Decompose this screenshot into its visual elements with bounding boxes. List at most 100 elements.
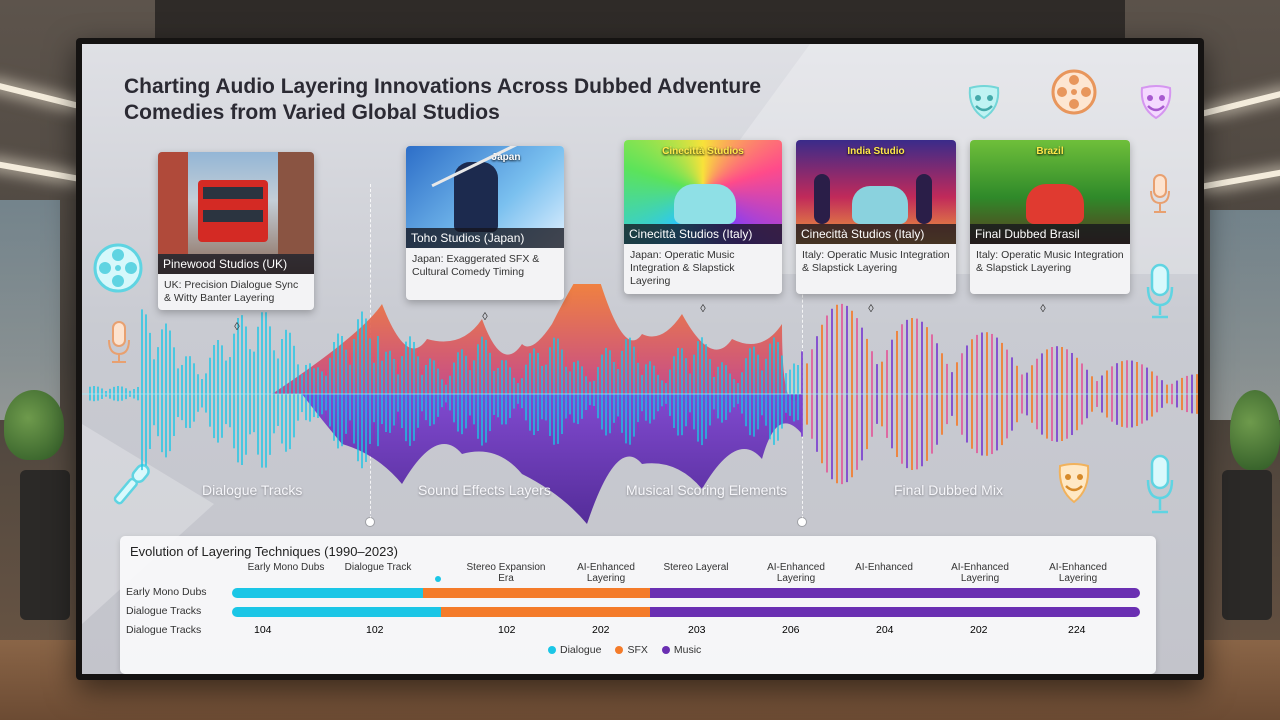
timeline-value: 206 <box>782 624 800 636</box>
card-image-caption: Japan <box>491 152 521 163</box>
timeline-marker-dot <box>435 576 441 582</box>
bar-segment-music <box>649 607 1140 617</box>
pin-icon: ◊ <box>868 303 874 315</box>
infographic: Charting Audio Layering Innovations Acro… <box>82 44 1198 674</box>
comedy-mask-icon <box>1134 80 1178 124</box>
office-chair <box>20 470 70 620</box>
samurai-figure <box>454 162 498 232</box>
studio-card-india: India Studio Cinecittà Studios (Italy) I… <box>796 140 956 294</box>
bar-segment-dialogue <box>232 588 423 598</box>
microphone-icon <box>1142 452 1178 518</box>
film-reel-icon <box>1048 66 1100 118</box>
comedy-mask-icon <box>1052 458 1096 508</box>
row-label: Dialogue Tracks <box>126 624 202 636</box>
timeline-stage: AI-Enhanced Layering <box>577 562 635 584</box>
bar-segment-sfx <box>422 588 650 598</box>
section-label-dialogue: Dialogue Tracks <box>202 482 303 498</box>
card-description: Italy: Operatic Music Integration & Slap… <box>976 249 1124 274</box>
timeline-value: 204 <box>876 624 894 636</box>
timeline-panel: Evolution of Layering Techniques (1990–2… <box>120 536 1156 674</box>
legend-item-music: Music <box>661 644 702 656</box>
timeline-title: Evolution of Layering Techniques (1990–2… <box>130 544 398 559</box>
dancer <box>814 174 830 224</box>
plant <box>4 390 64 460</box>
pin-icon: ◊ <box>1040 303 1046 315</box>
card-image-caption: Brazil <box>1036 146 1064 157</box>
right-window <box>1210 210 1280 420</box>
card-studio-name: Cinecittà Studios (Italy) <box>624 224 782 244</box>
timeline-value: 102 <box>366 624 384 636</box>
legend-swatch <box>548 646 556 654</box>
timeline-value: 224 <box>1068 624 1086 636</box>
building <box>158 152 188 254</box>
card-studio-name: Pinewood Studios (UK) <box>158 254 314 274</box>
handheld-microphone-icon <box>104 458 158 512</box>
timeline-bar <box>232 607 1140 617</box>
card-image-caption: Cinecittà Studios <box>662 146 744 157</box>
section-marker-dot <box>366 518 374 526</box>
bollywood-dance-image: India Studio Cinecittà Studios (Italy) <box>796 140 956 244</box>
timeline-stage: AI-Enhanced <box>855 562 913 573</box>
timeline-stage: AI-Enhanced Layering <box>951 562 1009 584</box>
scooter-festival-image: Cinecittà Studios Cinecittà Studios (Ita… <box>624 140 782 244</box>
plant <box>1230 390 1280 470</box>
music-envelope <box>302 394 802 524</box>
london-bus-street-image: Pinewood Studios (UK) <box>158 152 314 274</box>
studio-card-italy: Cinecittà Studios Cinecittà Studios (Ita… <box>624 140 782 294</box>
building <box>278 152 314 254</box>
section-label-sfx: Sound Effects Layers <box>418 482 551 498</box>
timeline-stage: AI-Enhanced Layering <box>1049 562 1107 584</box>
bar-segment-dialogue <box>232 607 441 617</box>
timeline-value: 102 <box>498 624 516 636</box>
timeline-legend: Dialogue SFX Music <box>548 644 701 656</box>
legend-label: Dialogue <box>560 644 602 656</box>
wall-display: Charting Audio Layering Innovations Acro… <box>76 38 1204 680</box>
samurai-action-image: Japan Toho Studios (Japan) <box>406 146 564 248</box>
card-description: Italy: Operatic Music Integration & Slap… <box>802 249 950 274</box>
legend-label: SFX <box>627 644 648 656</box>
audio-waveform <box>82 284 1198 524</box>
double-decker-bus <box>198 180 268 242</box>
card-studio-name: Cinecittà Studios (Italy) <box>796 224 956 244</box>
legend-label: Music <box>673 644 702 656</box>
card-description: Japan: Exaggerated SFX & Cultural Comedy… <box>412 253 540 278</box>
timeline-value: 203 <box>688 624 706 636</box>
dancer <box>916 174 932 224</box>
row-label: Early Mono Dubs <box>126 586 207 598</box>
card-description: Japan: Operatic Music Integration & Slap… <box>630 249 735 287</box>
timeline-stage: Early Mono Dubs <box>247 562 325 573</box>
scooter <box>852 186 908 224</box>
row-label: Dialogue Tracks <box>126 605 202 617</box>
left-window <box>0 200 60 420</box>
comedy-mask-icon <box>962 80 1006 124</box>
timeline-stage: AI-Enhanced Layering <box>767 562 825 584</box>
card-image-caption: India Studio <box>847 146 905 157</box>
section-marker-dot <box>798 518 806 526</box>
legend-swatch <box>615 646 624 654</box>
card-studio-name: Toho Studios (Japan) <box>406 228 564 248</box>
jungle-scooter-image: Brazil Final Dubbed Brasil <box>970 140 1130 244</box>
page-title: Charting Audio Layering Innovations Acro… <box>124 75 762 124</box>
studio-card-japan: Japan Toho Studios (Japan) Japan: Exagge… <box>406 146 564 300</box>
pin-icon: ◊ <box>700 303 706 315</box>
timeline-stage: Stereo Layeral <box>663 562 729 573</box>
bar-segment-music <box>649 588 1140 598</box>
red-scooter <box>1026 184 1084 224</box>
pin-icon: ◊ <box>482 311 488 323</box>
timeline-stage: Dialogue Track <box>344 562 412 573</box>
card-studio-name: Final Dubbed Brasil <box>970 224 1130 244</box>
section-label-final-mix: Final Dubbed Mix <box>894 482 1003 498</box>
card-description: UK: Precision Dialogue Sync & Witty Bant… <box>164 279 299 304</box>
office-chair <box>1222 470 1272 620</box>
legend-item-sfx: SFX <box>615 644 648 656</box>
timeline-value: 202 <box>592 624 610 636</box>
microphone-icon <box>104 318 134 368</box>
studio-card-brazil: Brazil Final Dubbed Brasil Italy: Operat… <box>970 140 1130 294</box>
scooter <box>674 184 736 224</box>
legend-item-dialogue: Dialogue <box>548 644 601 656</box>
legend-swatch <box>661 646 670 654</box>
pin-icon: ◊ <box>234 321 240 333</box>
studio-card-uk: Pinewood Studios (UK) UK: Precision Dial… <box>158 152 314 310</box>
bus-window <box>203 187 263 199</box>
bus-window <box>203 210 263 222</box>
